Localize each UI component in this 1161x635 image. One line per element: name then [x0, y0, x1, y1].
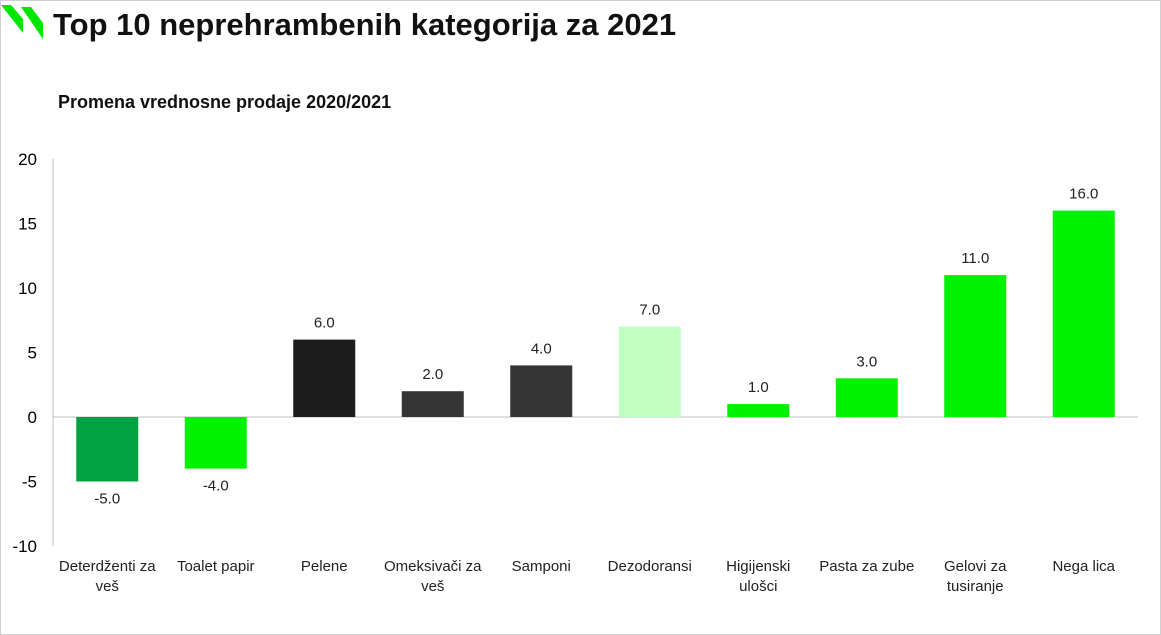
bar-value-label: 11.0 [961, 250, 989, 267]
x-category-label: Samponi [512, 558, 571, 575]
bar-value-label: 2.0 [422, 366, 443, 383]
x-category-label-line: Higijenski [726, 558, 790, 575]
y-tick-label: 0 [28, 408, 37, 427]
bar [184, 417, 247, 469]
bar-value-label: -4.0 [203, 478, 229, 495]
x-category-label-line: Samponi [512, 558, 571, 575]
x-category-label-line: Deterdženti za [59, 558, 156, 575]
x-category-label: Omeksivači za veš [384, 558, 482, 595]
chart-subtitle: Promena vrednosne prodaje 2020/2021 [58, 92, 392, 112]
x-category-label: Toalet papir [177, 558, 255, 575]
x-category-label: Pelene [301, 558, 348, 575]
x-category-label-line: Gelovi za [944, 558, 1007, 575]
y-tick-label: 10 [18, 279, 37, 298]
y-tick-label: -10 [12, 537, 37, 556]
page-title: Top 10 neprehrambenih kategorija za 2021 [53, 7, 677, 42]
bar [618, 326, 681, 417]
bar [727, 404, 790, 417]
brand-logo-icon [1, 5, 43, 39]
x-category-label-line: veš [96, 578, 119, 595]
y-tick-label: 5 [28, 344, 37, 363]
bar [835, 378, 898, 417]
bar [293, 339, 356, 417]
x-category-label-line: Pelene [301, 558, 348, 575]
y-tick-label: -5 [22, 473, 37, 492]
x-category-label-line: Toalet papir [177, 558, 255, 575]
bar-value-label: 7.0 [639, 302, 660, 319]
x-category-label-line: Pasta za zube [819, 558, 914, 575]
bar [510, 365, 573, 417]
x-category-label-line: ulošci [739, 578, 777, 595]
x-category-label-line: tusiranje [947, 578, 1004, 595]
bar-value-label: -5.0 [94, 491, 120, 508]
bar [944, 275, 1007, 417]
x-category-label: Deterdženti za veš [59, 558, 156, 595]
x-category-label: Nega lica [1052, 558, 1115, 575]
x-category-label: Gelovi za tusiranje [944, 558, 1007, 595]
x-category-label: Dezodoransi [608, 558, 692, 575]
bar [76, 417, 139, 482]
bar-value-label: 1.0 [748, 379, 769, 396]
bar-value-label: 6.0 [314, 315, 335, 332]
bar-value-label: 3.0 [856, 353, 877, 370]
bar [1052, 210, 1115, 417]
x-category-label-line: veš [421, 578, 444, 595]
bar-value-label: 16.0 [1069, 186, 1098, 203]
x-category-label-line: Dezodoransi [608, 558, 692, 575]
bar [401, 391, 464, 417]
x-category-label: Higijenski ulošci [726, 558, 790, 595]
x-category-label-line: Omeksivači za [384, 558, 482, 575]
x-category-label: Pasta za zube [819, 558, 914, 575]
x-category-label-line: Nega lica [1052, 558, 1115, 575]
bar-value-label: 4.0 [531, 340, 552, 357]
y-tick-label: 15 [18, 215, 37, 234]
y-tick-label: 20 [18, 150, 37, 169]
